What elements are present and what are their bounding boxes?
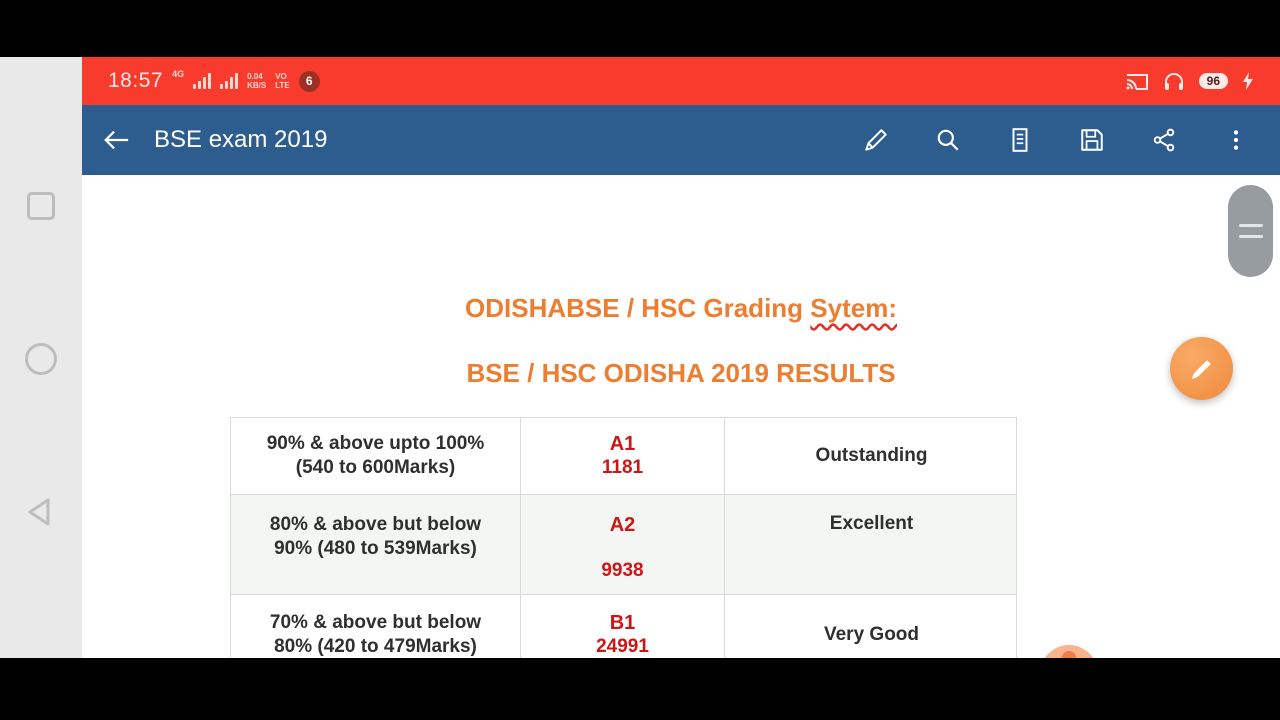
status-right-cluster: 96 [1125, 71, 1254, 91]
back-arrow-button[interactable] [102, 126, 130, 154]
range-cell: 80% & above but below 90% (480 to 539Mar… [231, 495, 521, 594]
scrollbar-drag-handle[interactable] [1228, 185, 1273, 277]
signal-bars-icon-sim2 [220, 73, 239, 89]
document-page: ODISHABSE / HSC Grading Sytem: BSE / HSC… [82, 175, 1280, 658]
grade-cell: A1 1181 [521, 418, 725, 494]
pen-icon [865, 129, 887, 151]
volte-icon: VO LTE [275, 72, 290, 90]
handle-grip-line [1238, 235, 1263, 238]
document-heading-1: ODISHABSE / HSC Grading Sytem: [465, 293, 897, 323]
range-cell: 70% & above but below 80% (420 to 479Mar… [231, 595, 521, 658]
home-circle-icon [25, 343, 57, 375]
clock: 18:57 [108, 69, 164, 92]
save-floppy-icon [1081, 129, 1103, 151]
view-mode-button[interactable] [1006, 126, 1034, 154]
range-cell: 90% & above upto 100% (540 to 600Marks) [231, 418, 521, 494]
remark-cell: Outstanding [815, 445, 928, 466]
overflow-menu-button[interactable] [1222, 126, 1250, 154]
charging-bolt-icon [1243, 72, 1253, 90]
app-toolbar: BSE exam 2019 [82, 105, 1280, 175]
signal-bars-icon-sim1 [193, 73, 212, 89]
spellcheck-underlined-word: Sytem: [810, 293, 897, 323]
nav-home-button[interactable] [0, 343, 82, 375]
page-view-icon [1012, 128, 1028, 152]
table-row: 90% & above upto 100% (540 to 600Marks) … [231, 418, 1016, 495]
letterbox-top [0, 0, 1280, 57]
grade-cell: B1 24991 [521, 595, 725, 658]
grading-table: 90% & above upto 100% (540 to 600Marks) … [230, 417, 1017, 658]
edit-button[interactable] [862, 126, 890, 154]
search-button[interactable] [934, 126, 962, 154]
edit-fab-button[interactable] [1170, 337, 1233, 400]
remark-cell: Excellent [829, 513, 914, 534]
android-nav-rail [0, 57, 82, 658]
remark-cell: Very Good [823, 623, 920, 645]
network-type-label: 4G [172, 69, 185, 79]
back-triangle-icon [28, 498, 50, 526]
headset-icon [1164, 73, 1183, 90]
nav-recents-button[interactable] [0, 192, 82, 220]
grade-cell: A2 9938 [521, 495, 725, 594]
assistive-fab-button[interactable] [1040, 645, 1098, 658]
table-row: 80% & above but below 90% (480 to 539Mar… [231, 495, 1016, 595]
battery-indicator: 96 [1198, 73, 1228, 89]
letterbox-bottom [0, 658, 1280, 720]
notification-count-badge: 6 [298, 70, 320, 92]
document-title: BSE exam 2019 [154, 126, 328, 153]
cast-icon [1126, 74, 1148, 90]
kebab-menu-icon [1233, 130, 1239, 150]
share-button[interactable] [1150, 126, 1178, 154]
nav-back-button[interactable] [0, 495, 82, 529]
toolbar-actions [862, 126, 1250, 154]
save-button[interactable] [1078, 126, 1106, 154]
share-icon [1153, 128, 1175, 152]
main-row: 18:57 4G 0.04 KB/S VO LTE 6 [0, 57, 1280, 658]
status-left-cluster: 18:57 4G 0.04 KB/S VO LTE 6 [108, 69, 320, 93]
recents-square-icon [27, 192, 55, 220]
network-speed-indicator: 0.04 KB/S [247, 72, 267, 90]
assistive-fab-dot [1061, 651, 1077, 658]
app-column: 18:57 4G 0.04 KB/S VO LTE 6 [82, 57, 1280, 658]
handle-grip-line [1238, 224, 1263, 227]
search-icon [937, 129, 959, 151]
brush-icon [1191, 359, 1211, 379]
back-arrow-icon [104, 130, 129, 150]
status-bar: 18:57 4G 0.04 KB/S VO LTE 6 [82, 57, 1280, 105]
table-row: 70% & above but below 80% (420 to 479Mar… [231, 595, 1016, 658]
document-heading-2: BSE / HSC ODISHA 2019 RESULTS [466, 358, 896, 388]
document-viewport[interactable]: ODISHABSE / HSC Grading Sytem: BSE / HSC… [82, 175, 1280, 658]
